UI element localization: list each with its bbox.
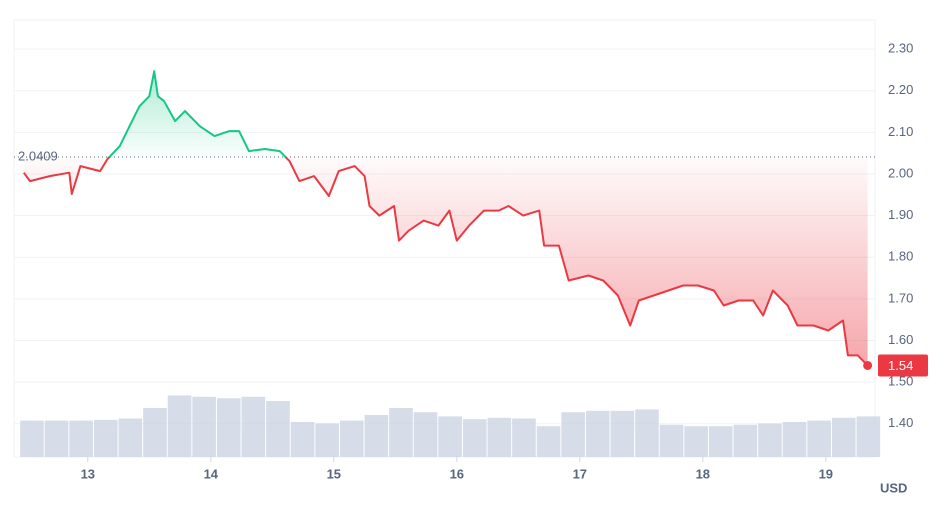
y-tick-label: 1.40: [888, 415, 913, 430]
volume-bar: [536, 426, 561, 457]
volume-bar: [733, 424, 758, 457]
y-tick-label: 2.30: [888, 41, 913, 56]
volume-bar: [290, 422, 315, 457]
y-tick-label: 2.00: [888, 165, 913, 180]
volume-bar: [118, 418, 143, 457]
volume-bar: [192, 396, 216, 457]
volume-bar: [438, 416, 462, 457]
y-tick-label: 2.10: [888, 124, 913, 139]
price-line: [22, 70, 869, 367]
x-tick-label: 15: [327, 466, 341, 481]
unit-label: USD: [880, 480, 907, 495]
x-tick-label: 16: [450, 466, 464, 481]
volume-bar: [413, 412, 438, 457]
volume-bar: [561, 412, 585, 457]
x-tick-label: 13: [81, 466, 95, 481]
volume-bar: [241, 396, 266, 457]
volume-bar: [635, 409, 659, 457]
y-tick-label: 1.50: [888, 374, 913, 389]
x-tick-label: 19: [819, 466, 833, 481]
volume-bar: [143, 408, 167, 457]
volume-bar: [315, 423, 339, 457]
volume-bar: [167, 395, 192, 457]
volume-bar: [93, 419, 118, 457]
volume-bar: [708, 426, 733, 457]
volume-bar: [364, 415, 389, 457]
volume-bar: [266, 401, 290, 457]
volume-bar: [610, 410, 635, 457]
y-tick-label: 1.60: [888, 332, 913, 347]
y-tick-label: 1.90: [888, 207, 913, 222]
y-tick-label: 1.70: [888, 290, 913, 305]
x-tick-label: 17: [573, 466, 587, 481]
volume-bar: [339, 420, 364, 457]
volume-bar: [216, 398, 241, 457]
volume-bar: [782, 422, 807, 457]
price-area: [23, 71, 868, 366]
volume-bar: [44, 420, 69, 457]
volume-bar: [758, 423, 782, 457]
volume-bar: [659, 424, 684, 457]
y-tick-label: 1.80: [888, 249, 913, 264]
volume-bar: [831, 417, 856, 457]
volume-bar: [389, 408, 413, 457]
volume-bar: [487, 417, 512, 457]
volume-bar: [585, 410, 610, 457]
volume-bar: [462, 419, 487, 457]
volume-bar: [512, 418, 536, 457]
current-dot: [863, 360, 873, 370]
price-tag: [878, 354, 928, 377]
y-tick-label: 2.20: [888, 82, 913, 97]
volume-bar: [807, 420, 831, 457]
volume-bar: [684, 426, 708, 457]
x-tick-label: 14: [204, 466, 219, 481]
price-tag-label: 1.54: [888, 358, 913, 373]
x-tick-label: 18: [696, 466, 710, 481]
volume-bar: [69, 420, 93, 457]
volume-bar: [856, 416, 881, 457]
volume-bar: [20, 420, 44, 457]
